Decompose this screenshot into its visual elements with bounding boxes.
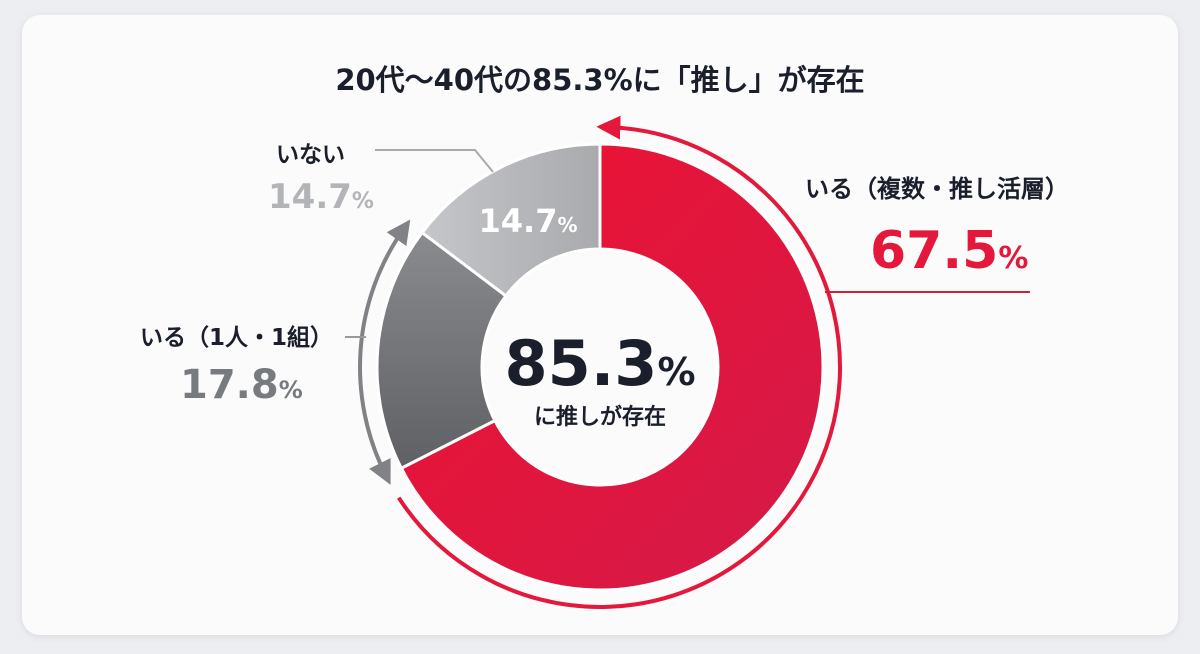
value-slice-1-unit: % [279, 376, 303, 404]
arrow-red-group [397, 115, 842, 609]
value-slice-0-number: 67.5 [870, 221, 998, 281]
value-slice-0: 67.5% [870, 221, 1028, 281]
label-slice-0: いる（複数・推し活層） [805, 175, 1069, 203]
value-slice-0-unit: % [998, 241, 1028, 276]
value-slice-1-number: 17.8 [180, 362, 279, 408]
inner-value-slice-2-unit: % [557, 213, 577, 237]
value-slice-2: 14.7% [268, 177, 374, 217]
value-slice-1: 17.8% [180, 362, 303, 408]
slice-0 [399, 142, 825, 592]
arrow-gray-group [358, 219, 411, 485]
label-slice-2: いない [276, 142, 345, 168]
label-slice-1: いる（1人・1組） [140, 324, 333, 351]
slice-2 [419, 142, 602, 298]
center-value: 85.3% [504, 327, 695, 400]
center-caption: に推しが存在 [534, 404, 666, 430]
center-unit: % [657, 350, 695, 394]
arrows-group [358, 115, 842, 609]
value-slice-2-unit: % [352, 189, 374, 214]
center-number: 85.3 [504, 327, 657, 400]
value-slice-2-number: 14.7 [268, 177, 352, 217]
inner-value-slice-2: 14.7% [479, 202, 578, 240]
inner-value-slice-2-number: 14.7 [479, 202, 558, 240]
chart-title: 20代〜40代の85.3%に「推し」が存在 [335, 63, 864, 97]
leader-line-slice-2 [375, 149, 494, 173]
